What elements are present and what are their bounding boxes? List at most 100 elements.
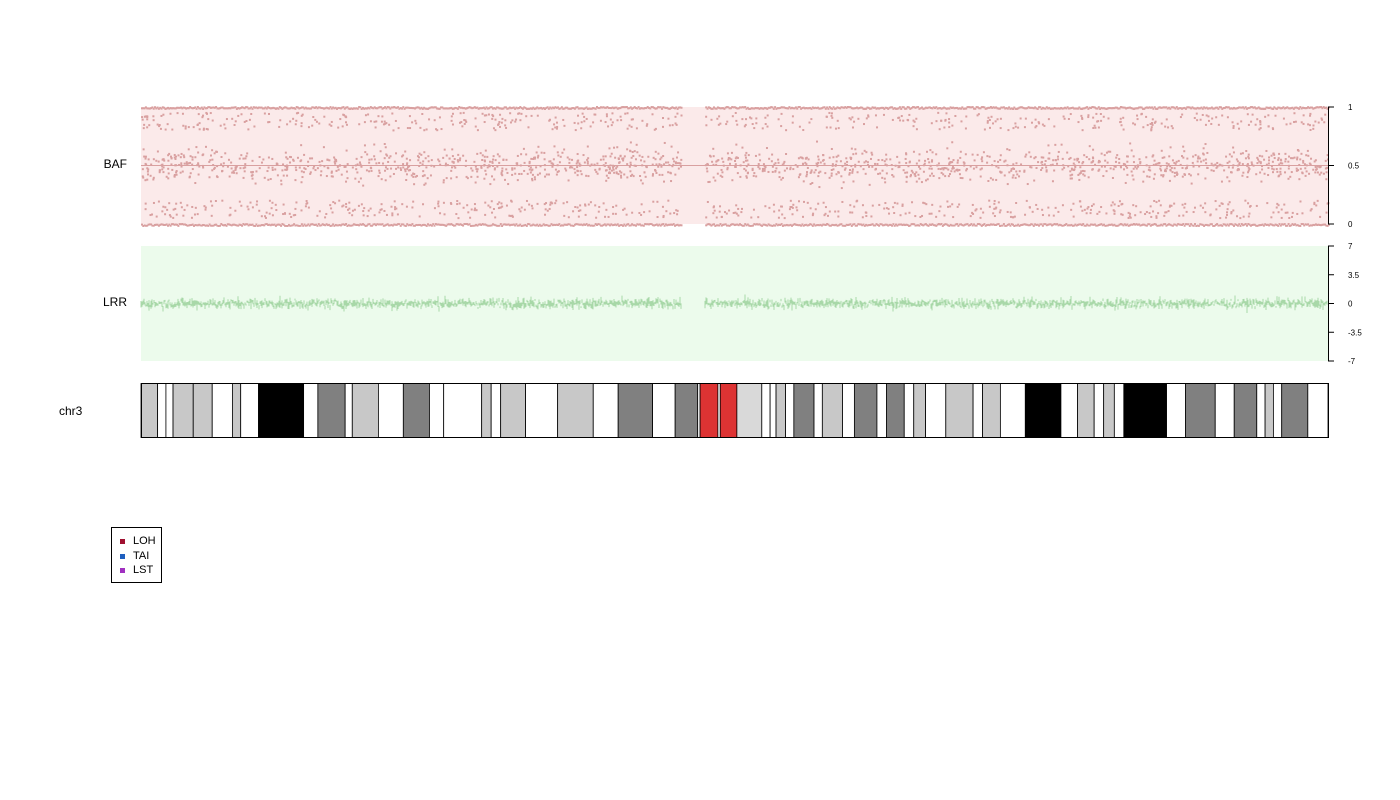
baf-point xyxy=(799,156,802,159)
baf-point xyxy=(464,107,467,110)
baf-point xyxy=(331,211,334,214)
baf-point xyxy=(989,177,992,180)
baf-point xyxy=(1205,114,1208,117)
baf-point xyxy=(563,107,566,110)
baf-point xyxy=(554,224,557,227)
baf-point xyxy=(1253,106,1256,109)
baf-point xyxy=(394,223,397,226)
baf-point xyxy=(895,223,897,226)
baf-point xyxy=(565,169,568,172)
baf-point xyxy=(359,177,362,180)
baf-point xyxy=(1256,107,1259,110)
baf-point xyxy=(714,107,717,110)
baf-point xyxy=(1092,148,1095,151)
baf-point xyxy=(1006,107,1009,110)
baf-point xyxy=(555,121,558,124)
baf-point xyxy=(193,213,196,216)
baf-point xyxy=(366,215,369,218)
baf-point xyxy=(1126,166,1129,169)
baf-point xyxy=(1124,181,1127,184)
baf-point xyxy=(1111,176,1114,179)
baf-point xyxy=(633,106,636,109)
baf-point xyxy=(1255,204,1258,207)
baf-point xyxy=(791,106,793,109)
baf-point xyxy=(1320,117,1323,120)
baf-point xyxy=(848,173,851,176)
baf-point xyxy=(995,165,998,168)
baf-point xyxy=(282,213,285,216)
baf-point xyxy=(663,224,666,227)
baf-point xyxy=(295,169,298,172)
baf-point xyxy=(466,223,468,226)
baf-point xyxy=(1087,114,1090,117)
baf-point xyxy=(1181,166,1184,169)
baf-point xyxy=(336,224,338,227)
baf-point xyxy=(333,160,336,163)
baf-point xyxy=(991,164,994,167)
baf-point xyxy=(390,223,393,226)
baf-point xyxy=(1267,174,1270,177)
baf-point xyxy=(555,127,558,130)
baf-point xyxy=(831,107,834,110)
baf-point xyxy=(1047,144,1050,147)
baf-point xyxy=(346,106,349,109)
baf-point xyxy=(358,106,361,109)
baf-point xyxy=(575,162,578,165)
baf-point xyxy=(791,206,794,209)
baf-point xyxy=(1095,107,1098,110)
baf-point xyxy=(1002,106,1005,109)
baf-point xyxy=(141,223,143,226)
baf-point xyxy=(536,223,539,226)
baf-point xyxy=(804,107,806,110)
baf-point xyxy=(859,106,862,109)
baf-point xyxy=(823,223,826,226)
baf-point xyxy=(197,173,200,176)
baf-point xyxy=(1069,177,1072,180)
baf-point xyxy=(384,122,387,125)
baf-point xyxy=(582,154,585,157)
baf-point xyxy=(750,224,753,227)
baf-tick-label: 0 xyxy=(1348,220,1353,229)
baf-point xyxy=(434,223,437,226)
baf-point xyxy=(919,223,922,226)
baf-point xyxy=(1196,224,1199,227)
baf-point xyxy=(931,223,934,226)
baf-point xyxy=(537,154,540,157)
baf-point xyxy=(521,107,524,110)
baf-point xyxy=(959,156,962,159)
baf-point xyxy=(497,224,500,227)
baf-point xyxy=(824,172,827,175)
baf-point xyxy=(181,107,184,110)
baf-point xyxy=(362,184,365,187)
baf-point xyxy=(1045,170,1048,173)
baf-point xyxy=(1008,223,1011,226)
baf-point xyxy=(982,223,985,226)
baf-point xyxy=(1278,223,1281,226)
baf-point xyxy=(1169,146,1172,149)
baf-point xyxy=(284,165,287,168)
baf-point xyxy=(753,223,756,226)
baf-points xyxy=(141,106,1330,227)
baf-point xyxy=(941,167,944,170)
baf-point xyxy=(851,168,854,171)
baf-point xyxy=(954,223,957,226)
baf-point xyxy=(729,223,732,226)
baf-point xyxy=(224,127,227,130)
baf-point xyxy=(609,155,612,158)
baf-point xyxy=(300,181,303,184)
baf-point xyxy=(739,164,742,167)
baf-point xyxy=(1221,202,1224,205)
baf-point xyxy=(643,171,646,174)
baf-point xyxy=(1221,114,1224,117)
baf-point xyxy=(630,125,633,128)
baf-point xyxy=(199,107,202,110)
baf-point xyxy=(278,106,281,109)
baf-point xyxy=(974,107,977,110)
baf-point xyxy=(1045,224,1048,227)
baf-point xyxy=(1231,121,1234,124)
baf-point xyxy=(1034,223,1037,226)
baf-point xyxy=(1015,107,1018,110)
baf-point xyxy=(944,107,947,110)
baf-point xyxy=(221,224,224,227)
baf-point xyxy=(233,223,236,226)
